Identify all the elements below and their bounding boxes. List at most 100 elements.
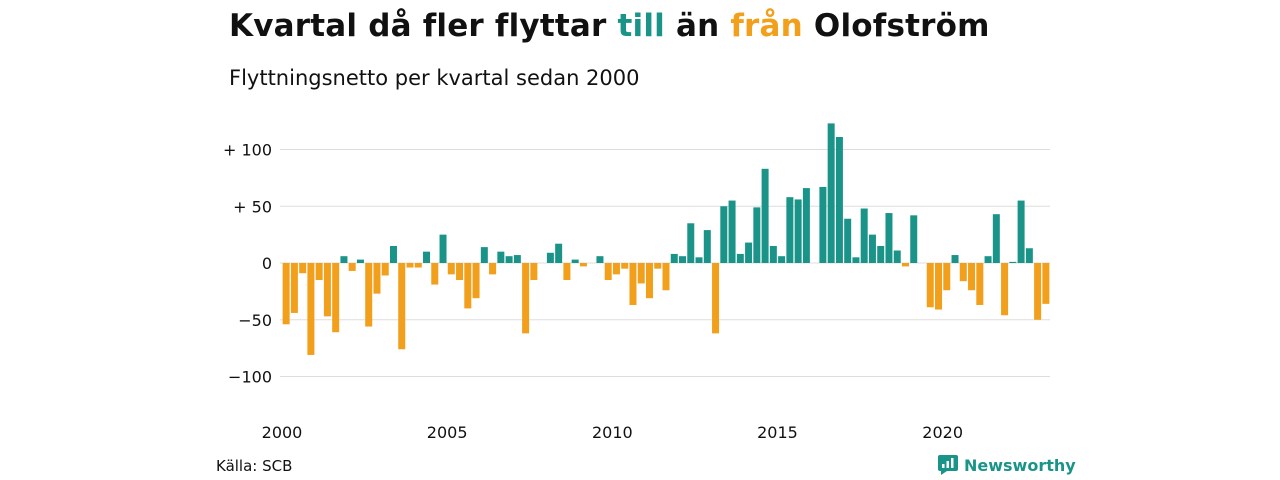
bar-positive [951, 255, 959, 264]
bar-positive [786, 197, 794, 263]
bar-negative [563, 263, 571, 281]
title-part-3: än [664, 8, 731, 44]
bar-positive [695, 257, 703, 263]
bar-positive [885, 213, 893, 263]
bar-positive [1025, 248, 1033, 264]
bar-positive [340, 256, 348, 263]
bar-negative [472, 263, 480, 299]
bar-negative [530, 263, 538, 281]
bar-positive [687, 223, 695, 264]
bar-positive [480, 247, 488, 263]
bar-positive [753, 207, 761, 263]
bar-negative [456, 263, 464, 281]
chart-subtitle: Flyttningsnetto per kvartal sedan 2000 [229, 66, 640, 90]
source-note: Källa: SCB [216, 457, 293, 475]
bar-positive [513, 255, 521, 264]
bar-positive [827, 123, 835, 264]
bar-positive [802, 188, 810, 263]
brand-name: Newsworthy [964, 455, 1076, 475]
bar-negative [431, 263, 439, 285]
bar-negative [654, 263, 662, 269]
bar-negative [381, 263, 389, 276]
bar-negative [332, 263, 340, 333]
bar-negative [943, 263, 951, 291]
bar-positive [794, 199, 802, 263]
bar-negative [315, 263, 323, 281]
bar-positive [910, 215, 918, 263]
bar-positive [860, 208, 868, 263]
bar-positive [893, 250, 901, 263]
bar-negative [323, 263, 331, 317]
brand-logo[interactable]: Newsworthy [938, 455, 1076, 475]
bar-negative [365, 263, 373, 327]
bar-negative [398, 263, 406, 350]
bar-negative [373, 263, 381, 294]
bar-negative [959, 263, 967, 282]
newsworthy-logo-icon [938, 455, 958, 475]
bar-negative [348, 263, 356, 271]
title-part-5: Olofström [802, 8, 990, 44]
bar-negative [629, 263, 637, 305]
y-axis-tick-labels: + 100 + 50 0 −50 −100 [223, 141, 272, 387]
bar-positive [670, 253, 678, 263]
bar-negative [612, 263, 620, 275]
bar-negative [282, 263, 290, 325]
x-tick-label: 2010 [592, 423, 633, 442]
x-tick-label: 2005 [427, 423, 468, 442]
bar-positive [497, 251, 505, 263]
bar-negative [926, 263, 934, 308]
title-part-1: Kvartal då fler flyttar [229, 8, 618, 44]
x-axis-tick-labels: 2000 2005 2010 2015 2020 [262, 423, 963, 442]
bar-positive [819, 186, 827, 263]
bar-negative [621, 263, 629, 269]
bar-negative [522, 263, 530, 334]
bar-negative [299, 263, 307, 274]
x-tick-label: 2020 [922, 423, 963, 442]
bar-negative [447, 263, 455, 275]
chart-title: Kvartal då fler flyttar till än från Olo… [229, 8, 990, 44]
bar-negative [637, 263, 645, 284]
y-tick-label: −50 [238, 311, 272, 330]
bar-positive [844, 218, 852, 264]
bar-positive [389, 245, 397, 263]
bar-positive [571, 259, 579, 264]
bar-negative [712, 263, 720, 334]
bar-positive [703, 230, 711, 263]
bar-positive [984, 256, 992, 263]
bar-negative [414, 263, 422, 268]
y-tick-label: −100 [228, 368, 272, 387]
bar-negative [1001, 263, 1009, 316]
bar-negative [464, 263, 472, 309]
bar-negative [968, 263, 976, 291]
bar-negative [901, 263, 909, 267]
bar-positive [720, 206, 728, 263]
bar-negative [1034, 263, 1042, 320]
bar-positive [852, 257, 860, 263]
bar-negative [1042, 263, 1050, 304]
bar-negative [645, 263, 653, 299]
bar-negative [604, 263, 612, 281]
bar-positive [745, 242, 753, 263]
bar-positive [546, 252, 554, 263]
title-part-till: till [617, 8, 665, 44]
bar-positive [1009, 261, 1017, 264]
bar-negative [406, 263, 414, 268]
x-tick-label: 2015 [757, 423, 798, 442]
bar-positive [778, 256, 786, 263]
title-part-fran: från [730, 8, 803, 44]
bar-positive [679, 256, 687, 263]
bar-positive [761, 168, 769, 263]
bar-negative [579, 263, 587, 267]
bar-negative [290, 263, 298, 313]
y-tick-label: + 100 [223, 141, 272, 160]
bar-positive [877, 245, 885, 263]
bar-positive [728, 200, 736, 263]
bar-positive [596, 256, 604, 263]
bar-negative [662, 263, 670, 291]
bar-positive [505, 256, 513, 263]
bar-negative [489, 263, 497, 275]
bar-negative [307, 263, 315, 355]
x-tick-label: 2000 [262, 423, 303, 442]
bar-positive [868, 234, 876, 264]
